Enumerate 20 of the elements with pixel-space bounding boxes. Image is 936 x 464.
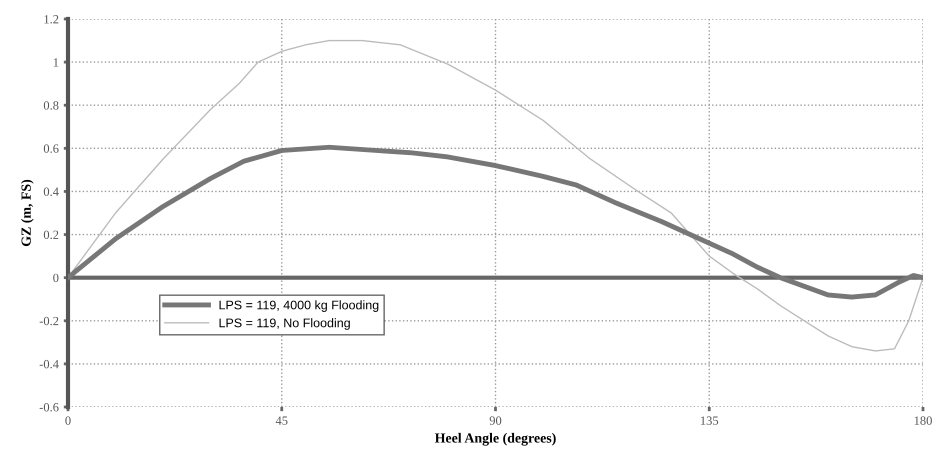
x-axis-title: Heel Angle (degrees) <box>434 432 556 446</box>
y-tick-label: 0.4 <box>44 187 59 196</box>
x-tick-label: 135 <box>700 416 718 425</box>
y-tick-label: 1 <box>54 58 58 66</box>
y-tick-label: 0 <box>53 274 58 282</box>
line-series <box>68 144 923 300</box>
y-tick-label: 0.8 <box>44 101 58 110</box>
y-tick-label: -0.6 <box>40 403 59 412</box>
x-tick-label: 180 <box>914 416 932 425</box>
y-tick-label: -0.2 <box>40 316 58 326</box>
y-tick-label: 0.6 <box>44 144 59 153</box>
y-axis-title: GZ (m, FS) <box>21 180 34 246</box>
x-tick-label: 45 <box>276 416 288 425</box>
y-tick-label: 1.2 <box>44 15 58 24</box>
legend-label: LPS = 119, No Flooding <box>220 318 350 330</box>
legend-label: LPS = 119, 4000 kg Flooding <box>220 300 378 312</box>
y-tick-label: 0.2 <box>44 230 58 240</box>
x-tick-label: 0 <box>65 416 71 425</box>
y-tick-label: -0.4 <box>40 360 59 368</box>
x-tick-label: 90 <box>490 416 502 425</box>
